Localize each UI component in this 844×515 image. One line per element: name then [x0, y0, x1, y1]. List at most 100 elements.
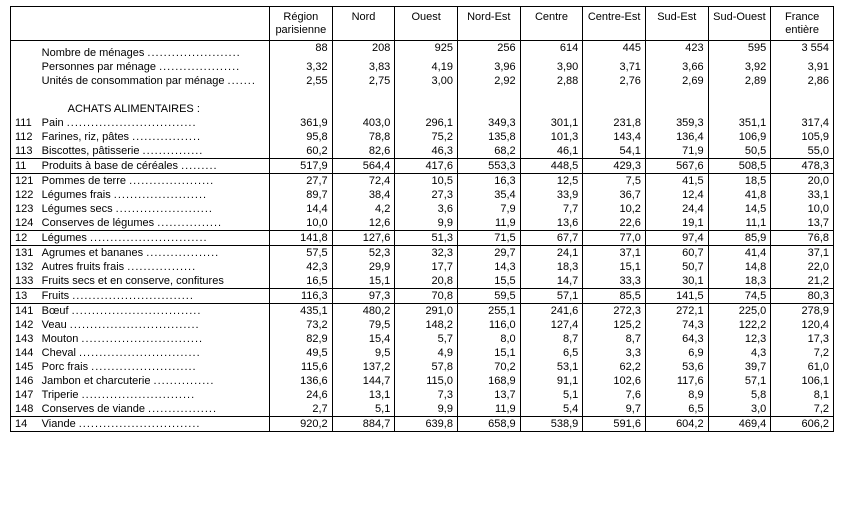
- cell: 18,5: [708, 174, 771, 189]
- cell: 8,0: [457, 332, 520, 346]
- cell: 41,8: [708, 188, 771, 202]
- cell: 925: [395, 41, 458, 61]
- cell: 10,5: [395, 174, 458, 189]
- cell: 74,5: [708, 289, 771, 304]
- cell: 8,7: [583, 332, 646, 346]
- row-code: 144: [11, 346, 38, 360]
- cell: 10,0: [270, 216, 333, 231]
- cell: 27,7: [270, 174, 333, 189]
- cell: 614: [520, 41, 583, 61]
- cell: 423: [645, 41, 708, 61]
- col-header: Sud-Est: [645, 7, 708, 41]
- row-label: Unités de consommation par ménage ......…: [38, 74, 270, 88]
- row-code: [11, 74, 38, 88]
- row-label: Fruits secs et en conserve, confitures: [38, 274, 270, 289]
- row-code: 146: [11, 374, 38, 388]
- row-code: 122: [11, 188, 38, 202]
- cell: 538,9: [520, 417, 583, 432]
- cell: 12,3: [708, 332, 771, 346]
- cell: 24,1: [520, 246, 583, 261]
- cell: 51,3: [395, 231, 458, 246]
- cell: 3,90: [520, 60, 583, 74]
- cell: 37,1: [583, 246, 646, 261]
- cell: 3,83: [332, 60, 395, 74]
- row-label: Mouton ..............................: [38, 332, 270, 346]
- cell: 33,3: [583, 274, 646, 289]
- cell: 73,2: [270, 318, 333, 332]
- subtotal-label: Viande ..............................: [38, 417, 270, 432]
- cell: 141,5: [645, 289, 708, 304]
- cell: 70,8: [395, 289, 458, 304]
- row-code: 148: [11, 402, 38, 417]
- cell: 591,6: [583, 417, 646, 432]
- cell: 317,4: [771, 116, 834, 130]
- cell: 296,1: [395, 116, 458, 130]
- row-code: 123: [11, 202, 38, 216]
- cell: 291,0: [395, 304, 458, 319]
- row-label: Veau ................................: [38, 318, 270, 332]
- cell: 24,4: [645, 202, 708, 216]
- cell: 70,2: [457, 360, 520, 374]
- col-header: Nord: [332, 7, 395, 41]
- cell: 30,1: [645, 274, 708, 289]
- subtotal-label: Fruits ..............................: [38, 289, 270, 304]
- cell: 12,5: [520, 174, 583, 189]
- cell: 14,3: [457, 260, 520, 274]
- cell: 41,5: [645, 174, 708, 189]
- cell: 2,88: [520, 74, 583, 88]
- cell: 11,9: [457, 402, 520, 417]
- cell: 55,0: [771, 144, 834, 159]
- row-label: Personnes par ménage ...................…: [38, 60, 270, 74]
- cell: 7,3: [395, 388, 458, 402]
- row-label: Jambon et charcuterie ...............: [38, 374, 270, 388]
- cell: 4,3: [708, 346, 771, 360]
- cell: 97,4: [645, 231, 708, 246]
- row-label: Conserves de légumes ................: [38, 216, 270, 231]
- row-code: 143: [11, 332, 38, 346]
- cell: 22,0: [771, 260, 834, 274]
- cell: 9,5: [332, 346, 395, 360]
- cell: 7,9: [457, 202, 520, 216]
- cell: 75,2: [395, 130, 458, 144]
- cell: 80,3: [771, 289, 834, 304]
- cell: 144,7: [332, 374, 395, 388]
- cell: 272,1: [645, 304, 708, 319]
- cell: 469,4: [708, 417, 771, 432]
- cell: 478,3: [771, 159, 834, 174]
- cell: 241,6: [520, 304, 583, 319]
- cell: 517,9: [270, 159, 333, 174]
- col-header: Franceentière: [771, 7, 834, 41]
- cell: 116,3: [270, 289, 333, 304]
- row-label: Pain ................................: [38, 116, 270, 130]
- row-code: 133: [11, 274, 38, 289]
- section-heading: ACHATS ALIMENTAIRES :: [38, 102, 270, 116]
- cell: 208: [332, 41, 395, 61]
- cell: 16,5: [270, 274, 333, 289]
- cell: 10,2: [583, 202, 646, 216]
- cell: 97,3: [332, 289, 395, 304]
- cell: 5,8: [708, 388, 771, 402]
- cell: 301,1: [520, 116, 583, 130]
- row-label: Bœuf ................................: [38, 304, 270, 319]
- cell: 106,9: [708, 130, 771, 144]
- cell: 74,3: [645, 318, 708, 332]
- column-header-row: RégionparisienneNordOuestNord-EstCentreC…: [11, 7, 834, 41]
- cell: 85,9: [708, 231, 771, 246]
- cell: 42,3: [270, 260, 333, 274]
- col-header: Ouest: [395, 7, 458, 41]
- subtotal-label: Légumes .............................: [38, 231, 270, 246]
- row-label: Légumes secs ........................: [38, 202, 270, 216]
- cell: 3 554: [771, 41, 834, 61]
- subtotal-code: 14: [11, 417, 38, 432]
- cell: 53,1: [520, 360, 583, 374]
- cell: 351,1: [708, 116, 771, 130]
- cell: 50,5: [708, 144, 771, 159]
- cell: 106,1: [771, 374, 834, 388]
- cell: 20,0: [771, 174, 834, 189]
- cell: 46,1: [520, 144, 583, 159]
- cell: 115,0: [395, 374, 458, 388]
- cell: 57,1: [520, 289, 583, 304]
- cell: 2,69: [645, 74, 708, 88]
- cell: 508,5: [708, 159, 771, 174]
- cell: 136,6: [270, 374, 333, 388]
